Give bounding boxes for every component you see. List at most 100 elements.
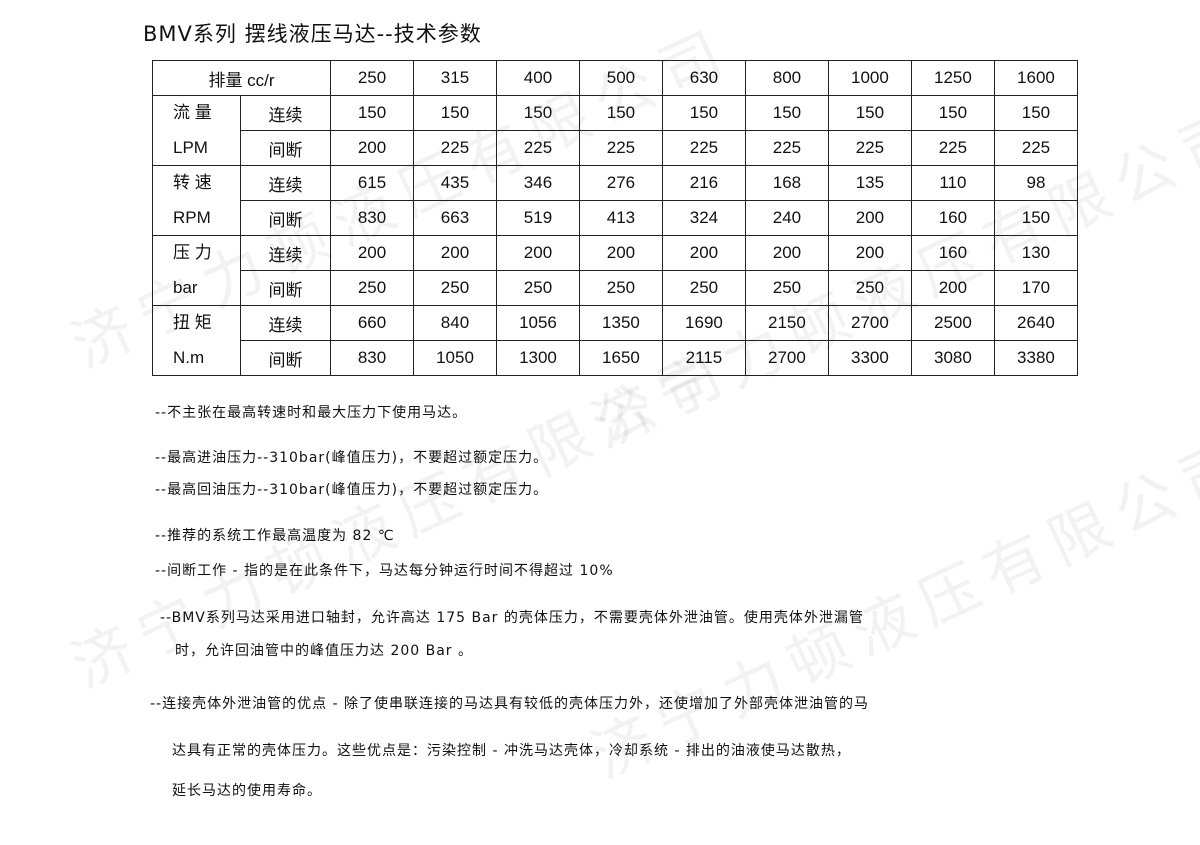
note-line: --间断工作 - 指的是在此条件下，马达每分钟运行时间不得超过 10%	[155, 563, 614, 579]
table-row: RPM 间断 830 663 519 413 324 240 200 160 150	[152, 200, 1079, 236]
value-cell: 200	[330, 235, 414, 271]
value-cell: 519	[495, 200, 580, 236]
displacement-cell: 500	[578, 60, 663, 96]
row-label: 间断	[239, 340, 332, 376]
value-cell: 200	[744, 235, 829, 271]
group-unit: N.m	[152, 340, 241, 376]
note-line: --最高回油压力--310bar(峰值压力)，不要超过额定压力。	[155, 482, 549, 498]
value-cell: 3380	[993, 340, 1079, 376]
value-cell: 1050	[413, 340, 497, 376]
table-row: 压 力连续 200 200 200 200 200 200 200 160 130	[152, 235, 1079, 271]
value-cell: 250	[495, 270, 580, 306]
value-cell: 660	[330, 305, 414, 341]
displacement-cell: 400	[495, 60, 580, 96]
table-row: bar 间断 250 250 250 250 250 250 250 200 170	[152, 270, 1079, 306]
value-cell: 225	[661, 130, 746, 166]
value-cell: 150	[661, 95, 746, 131]
value-cell: 250	[827, 270, 912, 306]
row-label: 连续	[239, 305, 332, 341]
displacement-cell: 1600	[993, 60, 1079, 96]
group-unit: bar	[152, 270, 241, 306]
value-cell: 110	[910, 165, 995, 201]
value-cell: 200	[827, 235, 912, 271]
value-cell: 150	[993, 95, 1079, 131]
value-cell: 3080	[910, 340, 995, 376]
value-cell: 170	[993, 270, 1079, 306]
value-cell: 200	[827, 200, 912, 236]
value-cell: 200	[661, 235, 746, 271]
value-cell: 250	[413, 270, 497, 306]
value-cell: 1690	[661, 305, 746, 341]
value-cell: 150	[910, 95, 995, 131]
value-cell: 2115	[661, 340, 746, 376]
spec-table: 排量 cc/r 250 315 400 500 630 800 1000 1250 1600 流 量…	[151, 60, 1079, 376]
value-cell: 413	[578, 200, 663, 236]
displacement-cell: 315	[413, 60, 497, 96]
table-row: LPM 间断 200 225 225 225 225 225 225 225 225	[152, 130, 1079, 166]
value-cell: 830	[330, 200, 414, 236]
value-cell: 1650	[578, 340, 663, 376]
table-row: N.m 间断 830 1050 1300 1650 2115 2700 3300 3080 3380	[152, 340, 1079, 376]
table-row: 转 速连续 615 435 346 276 216 168 135 110 98	[152, 165, 1079, 201]
value-cell: 240	[744, 200, 829, 236]
value-cell: 2700	[744, 340, 829, 376]
row-label: 间断	[239, 130, 332, 166]
row-label: 连续	[239, 235, 332, 271]
value-cell: 346	[495, 165, 580, 201]
table-row: 流 量连续 150 150 150 150 150 150 150 150 150	[152, 95, 1079, 131]
value-cell: 324	[661, 200, 746, 236]
value-cell: 2150	[744, 305, 829, 341]
value-cell: 615	[330, 165, 414, 201]
value-cell: 130	[993, 235, 1079, 271]
group-name: 流 量	[152, 95, 241, 131]
value-cell: 1350	[578, 305, 663, 341]
displacement-cell: 250	[330, 60, 414, 96]
displacement-cell: 1250	[910, 60, 995, 96]
note-line: 延长马达的使用寿命。	[172, 783, 322, 799]
value-cell: 225	[744, 130, 829, 166]
value-cell: 150	[827, 95, 912, 131]
value-cell: 200	[495, 235, 580, 271]
value-cell: 1056	[495, 305, 580, 341]
value-cell: 150	[413, 95, 497, 131]
note-line: --不主张在最高转速时和最大压力下使用马达。	[155, 405, 468, 421]
group-unit: RPM	[152, 200, 241, 236]
value-cell: 225	[827, 130, 912, 166]
value-cell: 200	[330, 130, 414, 166]
value-cell: 216	[661, 165, 746, 201]
value-cell: 160	[910, 200, 995, 236]
note-line: 达具有正常的壳体压力。这些优点是：污染控制 - 冲洗马达壳体，冷却系统 - 排出…	[172, 743, 851, 759]
value-cell: 150	[330, 95, 414, 131]
value-cell: 250	[661, 270, 746, 306]
displacement-cell: 630	[661, 60, 746, 96]
value-cell: 150	[993, 200, 1079, 236]
row-label: 连续	[239, 95, 332, 131]
note-line: --最高进油压力--310bar(峰值压力)，不要超过额定压力。	[155, 450, 549, 466]
value-cell: 2640	[993, 305, 1079, 341]
value-cell: 200	[413, 235, 497, 271]
displacement-cell: 1000	[827, 60, 912, 96]
row-label: 连续	[239, 165, 332, 201]
value-cell: 150	[744, 95, 829, 131]
value-cell: 2500	[910, 305, 995, 341]
value-cell: 276	[578, 165, 663, 201]
page-title: BMV系列 摆线液压马达--技术参数	[143, 22, 482, 46]
note-line: --连接壳体外泄油管的优点 - 除了使串联连接的马达具有较低的壳体压力外，还使增…	[150, 696, 870, 712]
value-cell: 225	[413, 130, 497, 166]
watermark: 济宁力顿液压有限公司	[581, 424, 1200, 793]
value-cell: 2700	[827, 305, 912, 341]
value-cell: 3300	[827, 340, 912, 376]
note-line: 时，允许回油管中的峰值压力达 200 Bar 。	[175, 643, 474, 659]
value-cell: 150	[578, 95, 663, 131]
value-cell: 225	[495, 130, 580, 166]
header-row: 排量 cc/r 250 315 400 500 630 800 1000 1250 1600	[151, 60, 1079, 96]
row-label: 间断	[239, 270, 332, 306]
value-cell: 160	[910, 235, 995, 271]
table-row: 扭 矩连续 660 840 1056 1350 1690 2150 2700 2500 2640	[152, 305, 1079, 341]
displacement-cell: 800	[744, 60, 829, 96]
value-cell: 435	[413, 165, 497, 201]
row-label: 间断	[239, 200, 332, 236]
note-line: --推荐的系统工作最高温度为 82 ℃	[155, 528, 395, 544]
value-cell: 225	[993, 130, 1079, 166]
value-cell: 663	[413, 200, 497, 236]
